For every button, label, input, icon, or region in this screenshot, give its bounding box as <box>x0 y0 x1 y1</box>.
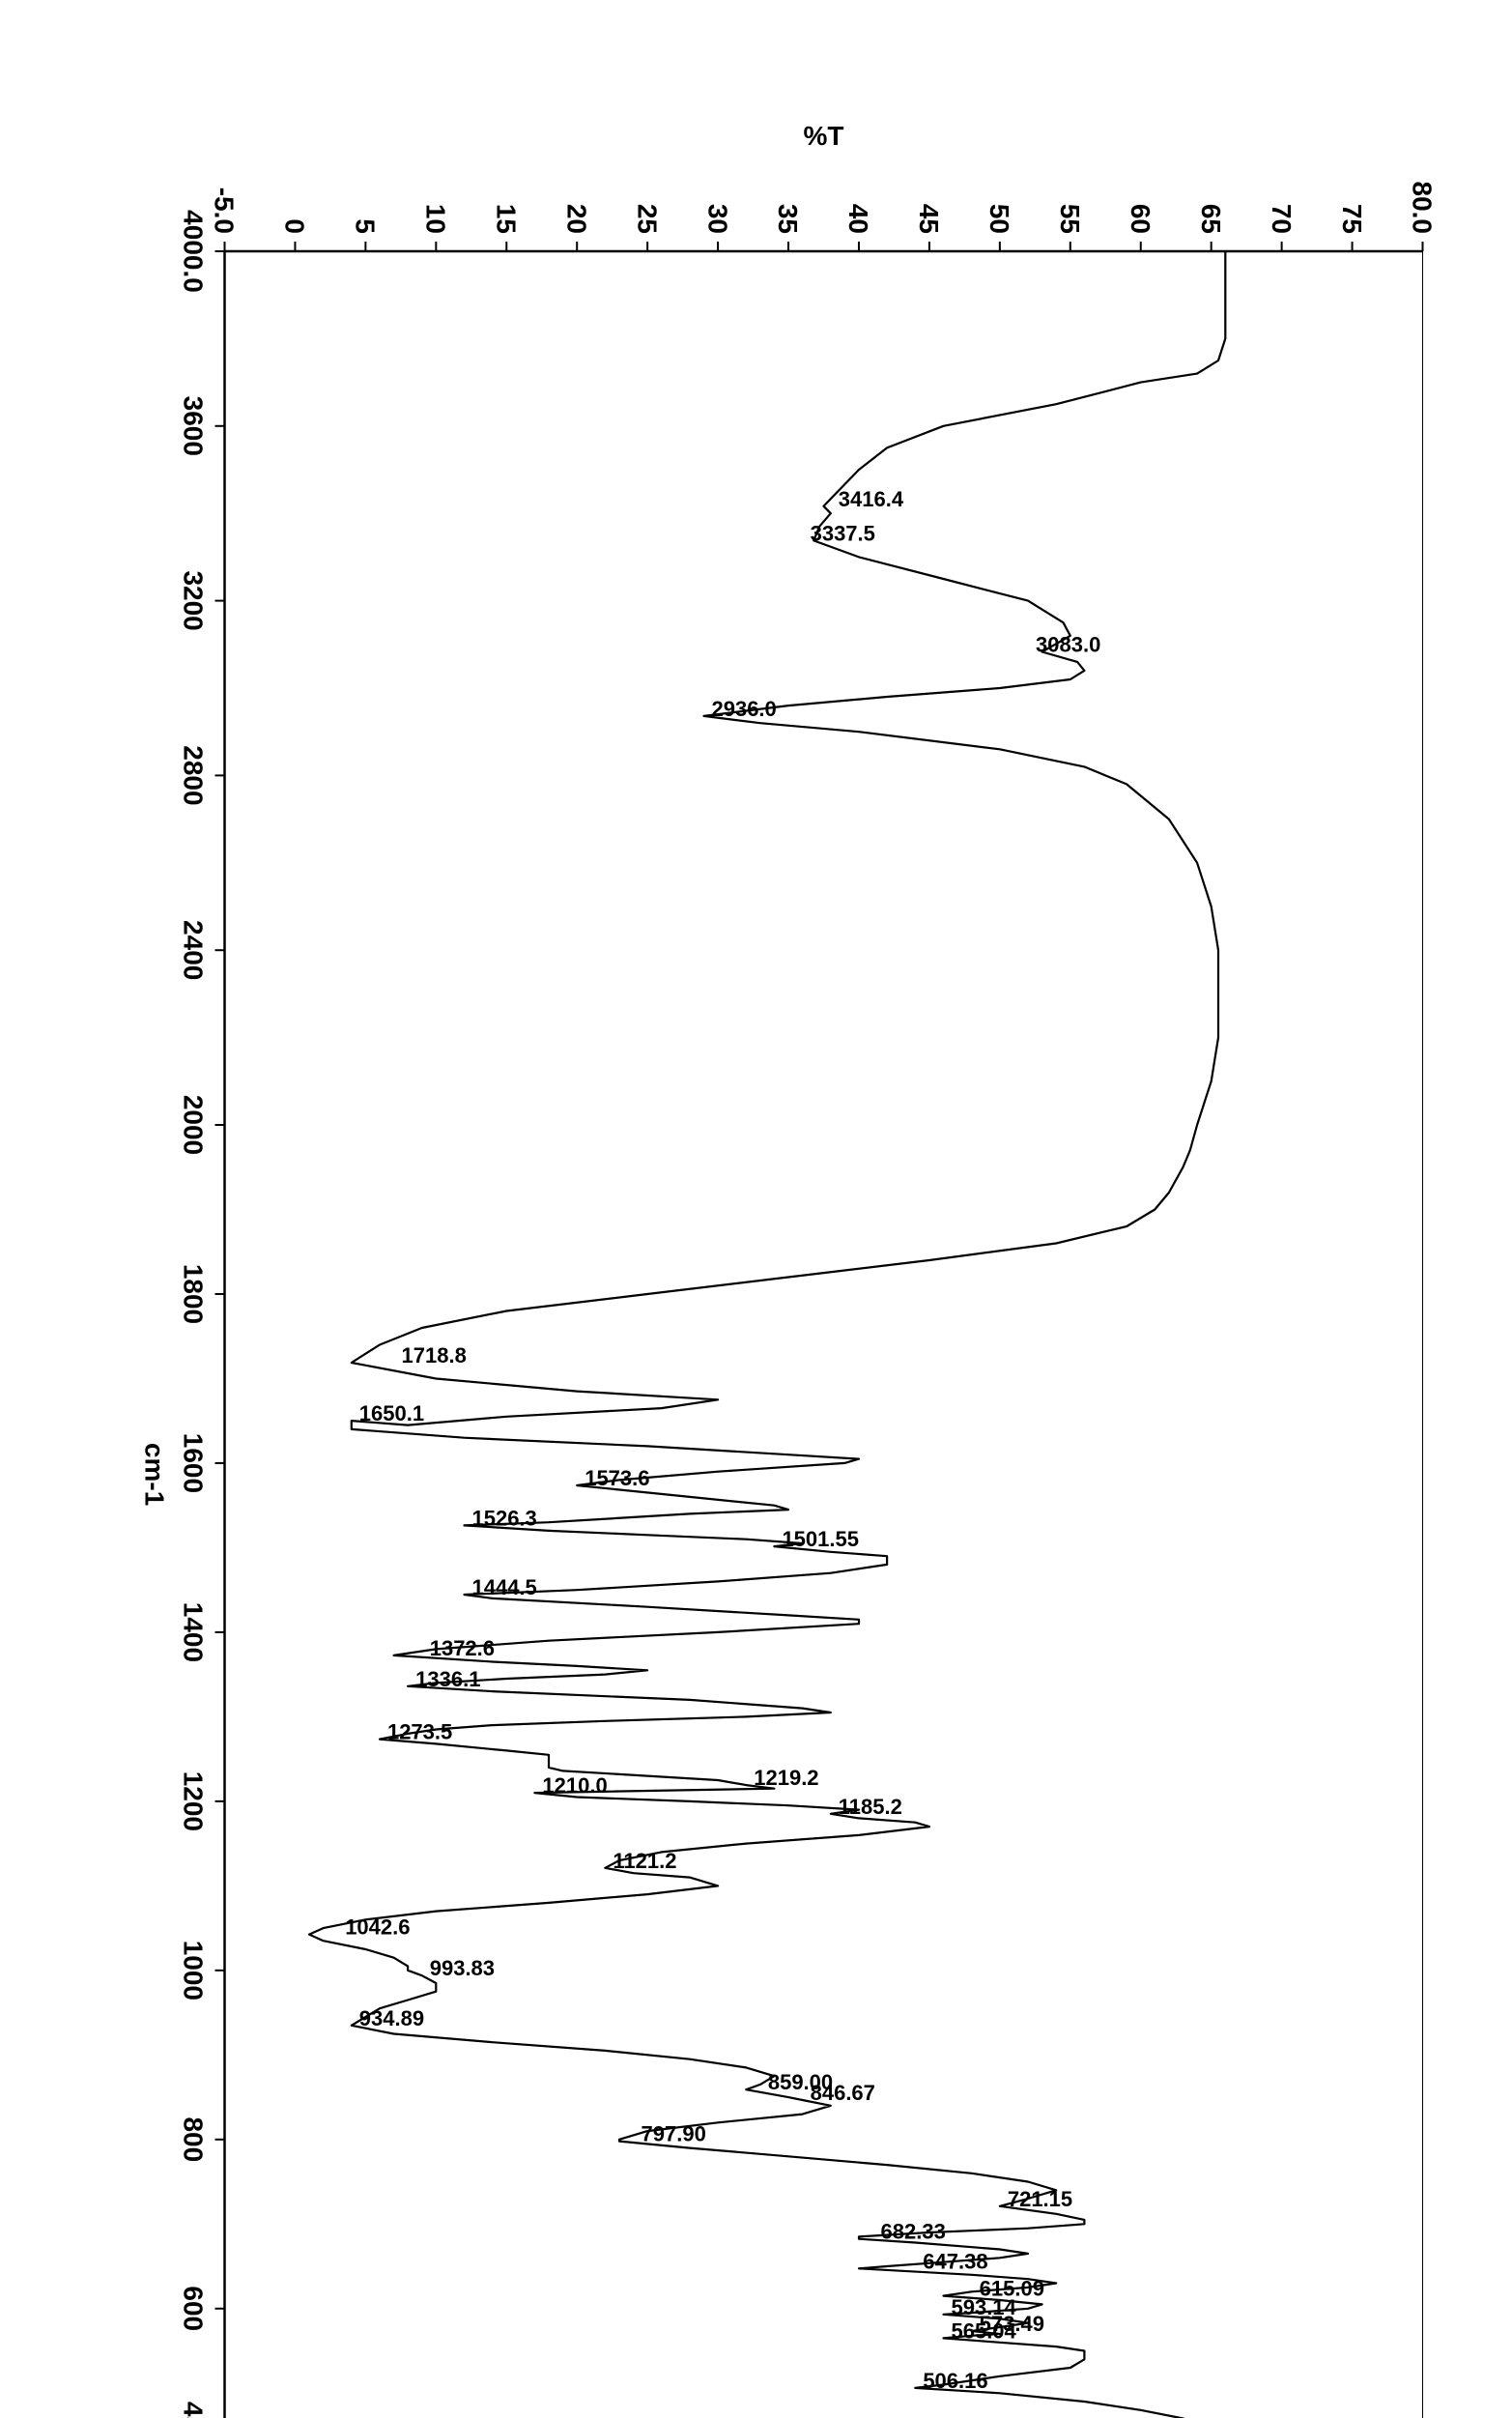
svg-text:1372.6: 1372.6 <box>430 1636 495 1660</box>
ir-spectrum-chart: 80.0757065605550454035302520151050-5.040… <box>0 0 1512 2418</box>
svg-text:934.89: 934.89 <box>359 2006 424 2030</box>
svg-text:600: 600 <box>179 2286 209 2331</box>
svg-text:3600: 3600 <box>179 396 209 456</box>
svg-text:800: 800 <box>179 2116 209 2162</box>
svg-text:1273.5: 1273.5 <box>387 1720 452 1744</box>
svg-text:4000.0: 4000.0 <box>179 210 209 293</box>
svg-text:70: 70 <box>1267 204 1297 234</box>
svg-text:1526.3: 1526.3 <box>472 1506 537 1530</box>
svg-text:1042.6: 1042.6 <box>345 1915 410 1940</box>
svg-text:1200: 1200 <box>179 1771 209 1831</box>
svg-text:0: 0 <box>280 218 310 234</box>
svg-text:15: 15 <box>491 204 521 234</box>
svg-text:45: 45 <box>914 204 944 234</box>
svg-text:-5.0: -5.0 <box>210 187 240 234</box>
svg-text:1573.6: 1573.6 <box>585 1466 649 1490</box>
svg-text:3416.4: 3416.4 <box>839 487 904 511</box>
svg-text:1600: 1600 <box>179 1433 209 1493</box>
svg-text:2936.0: 2936.0 <box>712 697 777 721</box>
svg-text:1718.8: 1718.8 <box>402 1343 467 1367</box>
svg-text:35: 35 <box>773 204 803 234</box>
svg-text:30: 30 <box>702 204 732 234</box>
svg-text:3337.5: 3337.5 <box>811 521 875 545</box>
svg-text:506.16: 506.16 <box>923 2369 987 2393</box>
svg-text:3200: 3200 <box>179 570 209 630</box>
svg-text:55: 55 <box>1055 204 1085 234</box>
svg-text:2000: 2000 <box>179 1095 209 1155</box>
svg-text:1000: 1000 <box>179 1941 209 2001</box>
svg-text:797.90: 797.90 <box>642 2122 706 2146</box>
svg-text:20: 20 <box>561 204 591 234</box>
svg-text:65: 65 <box>1196 204 1226 234</box>
svg-text:1501.55: 1501.55 <box>782 1527 859 1551</box>
svg-text:2400: 2400 <box>179 920 209 980</box>
svg-text:80.0: 80.0 <box>1408 182 1438 235</box>
svg-text:25: 25 <box>632 204 662 234</box>
svg-text:%T: %T <box>804 121 844 151</box>
svg-text:1336.1: 1336.1 <box>415 1667 480 1691</box>
svg-text:1121.2: 1121.2 <box>613 1849 676 1873</box>
svg-text:5: 5 <box>351 218 381 234</box>
svg-text:1210.0: 1210.0 <box>542 1773 607 1798</box>
svg-text:2800: 2800 <box>179 745 209 805</box>
svg-text:60: 60 <box>1126 204 1155 234</box>
svg-text:10: 10 <box>421 204 451 234</box>
svg-text:1219.2: 1219.2 <box>754 1766 818 1790</box>
svg-text:682.33: 682.33 <box>881 2220 946 2244</box>
svg-text:75: 75 <box>1337 204 1367 234</box>
svg-text:1444.5: 1444.5 <box>472 1575 537 1599</box>
svg-text:1185.2: 1185.2 <box>839 1795 902 1819</box>
svg-text:40: 40 <box>843 204 873 234</box>
svg-text:3083.0: 3083.0 <box>1036 632 1100 656</box>
svg-text:565.04: 565.04 <box>952 2318 1017 2343</box>
svg-text:1400: 1400 <box>179 1602 209 1662</box>
svg-text:993.83: 993.83 <box>430 1956 495 1980</box>
svg-text:1800: 1800 <box>179 1264 209 1324</box>
svg-text:647.38: 647.38 <box>923 2249 987 2273</box>
svg-text:1650.1: 1650.1 <box>359 1401 424 1425</box>
svg-text:50: 50 <box>984 204 1014 234</box>
svg-text:cm-1: cm-1 <box>140 1443 170 1506</box>
svg-text:846.67: 846.67 <box>811 2081 875 2105</box>
svg-text:450.0: 450.0 <box>179 2402 209 2418</box>
figure-container: 80.0757065605550454035302520151050-5.040… <box>0 0 1512 2418</box>
svg-text:721.15: 721.15 <box>1008 2187 1072 2211</box>
